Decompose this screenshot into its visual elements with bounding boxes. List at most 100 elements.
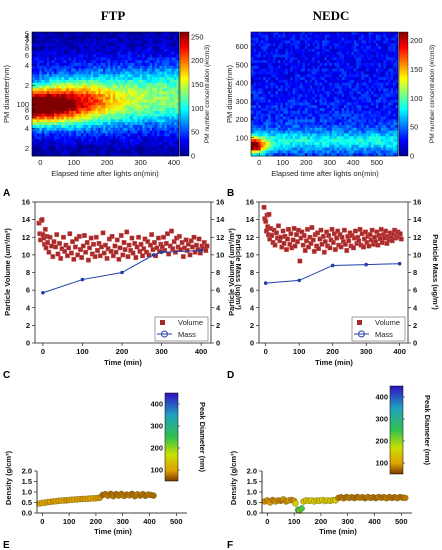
heatmap-b-cell [290, 141, 293, 146]
y-tick-label: 3 [25, 34, 29, 43]
heatmap-a-cell [115, 51, 119, 55]
heatmap-a-cell [34, 119, 38, 123]
heatmap-a-cell [127, 43, 131, 47]
heatmap-a-cell [117, 119, 121, 123]
heatmap-a-cell [144, 113, 148, 117]
heatmap-a-cell [164, 77, 168, 81]
heatmap-a-cell [112, 110, 116, 115]
heatmap-a-cell [95, 147, 99, 151]
heatmap-a-cell [127, 54, 131, 58]
heatmap-b-cell [319, 91, 323, 95]
heatmap-a-cell [85, 46, 89, 50]
heatmap-b-cell [302, 141, 306, 146]
heatmap-b-cell [339, 74, 342, 78]
heatmap-a-cell [134, 48, 138, 53]
heatmap-a-cell [81, 147, 84, 151]
heatmap-a-cell [68, 99, 72, 103]
heatmap-a-cell [54, 88, 57, 92]
heatmap-b-cell [285, 99, 289, 103]
heatmap-a-cell [49, 133, 52, 137]
heatmap-b-cell [253, 96, 257, 100]
heatmap-a-cell [49, 119, 52, 123]
heatmap-b-cell [312, 88, 315, 92]
heatmap-b-cell [361, 119, 364, 123]
heatmap-b-cell [322, 68, 325, 72]
heatmap-a-cell [174, 63, 177, 67]
heatmap-a-cell [161, 130, 165, 134]
heatmap-b-cell [270, 34, 274, 38]
heatmap-b-cell [344, 37, 347, 41]
heatmap-a-cell [117, 108, 121, 112]
heatmap-a-cell [63, 122, 67, 126]
heatmap-a-cell [122, 91, 126, 95]
heatmap-b-cell [265, 79, 269, 84]
heatmap-b-cell [292, 153, 296, 157]
heatmap-b-cell [314, 43, 318, 47]
heatmap-b-cell [361, 91, 364, 95]
heatmap-b-cell [314, 34, 318, 38]
heatmap-b-cell [277, 96, 281, 100]
heatmap-b-cell [268, 113, 271, 117]
heatmap-a-cell [61, 147, 65, 151]
heatmap-a-cell [61, 65, 65, 69]
heatmap-a-cell [95, 57, 99, 61]
heatmap-b-cell [358, 102, 362, 106]
heatmap-b-cell [346, 102, 350, 106]
heatmap-a-cell [139, 144, 143, 148]
heatmap-a-cell [73, 60, 77, 64]
heatmap-a-cell [127, 122, 131, 126]
heatmap-a-cell [103, 113, 106, 117]
heatmap-b-cell [368, 32, 372, 36]
heatmap-b-cell [358, 99, 362, 103]
heatmap-b-cell [253, 133, 257, 137]
heatmap-a-cell [81, 139, 84, 143]
heatmap-a-cell [90, 57, 94, 61]
heatmap-b-cell [358, 60, 362, 64]
heatmap-a-cell [85, 108, 89, 112]
heatmap-b-cell [375, 139, 379, 143]
heatmap-a-cell [112, 105, 116, 109]
heatmap-a-cell [112, 122, 116, 126]
heatmap-b-cell [268, 102, 271, 106]
heatmap-a-cell [166, 91, 170, 95]
heatmap-a-cell [32, 37, 35, 41]
heatmap-a-cell [51, 110, 55, 115]
heatmap-b-cell [292, 32, 296, 36]
heatmap-a-cell [154, 127, 158, 131]
heatmap-b-cell [366, 147, 369, 151]
heatmap-b-cell [302, 43, 306, 47]
heatmap-a-cell [39, 94, 43, 98]
heatmap-a-cell [32, 105, 35, 109]
heatmap-a-cell [71, 105, 74, 109]
heatmap-a-cell [130, 71, 133, 75]
heatmap-a-cell [110, 65, 114, 69]
heatmap-b-cell [260, 82, 264, 86]
heatmap-b-cell [263, 94, 266, 98]
heatmap-a-cell [156, 54, 160, 58]
heatmap-a-cell [142, 46, 145, 50]
heatmap-a-cell [90, 48, 94, 53]
heatmap-a-cell [125, 85, 128, 89]
heatmap-a-cell [98, 68, 101, 72]
heatmap-b-cell [324, 119, 328, 123]
heatmap-a-cell [71, 79, 74, 84]
heatmap-b-cell [253, 48, 257, 53]
heatmap-b-cell [363, 68, 367, 72]
heatmap-b-cell [268, 136, 271, 140]
heatmap-a-cell [85, 74, 89, 78]
heatmap-a-cell [100, 94, 104, 98]
heatmap-b-cell [251, 88, 254, 92]
heatmap-a-cell [54, 136, 57, 140]
heatmap-a-cell [147, 102, 150, 106]
heatmap-a-cell [76, 122, 79, 126]
heatmap-b-cell [314, 133, 318, 137]
heatmap-a-cell [110, 130, 114, 134]
heatmap-a-cell [117, 32, 121, 36]
heatmap-a-cell [85, 136, 89, 140]
heatmap-a-cell [63, 153, 67, 157]
heatmap-a-cell [78, 144, 82, 148]
heatmap-b-cell [297, 96, 301, 100]
heatmap-a-cell [144, 71, 148, 75]
heatmap-a-cell [39, 82, 43, 86]
heatmap-a-cell [46, 65, 50, 69]
